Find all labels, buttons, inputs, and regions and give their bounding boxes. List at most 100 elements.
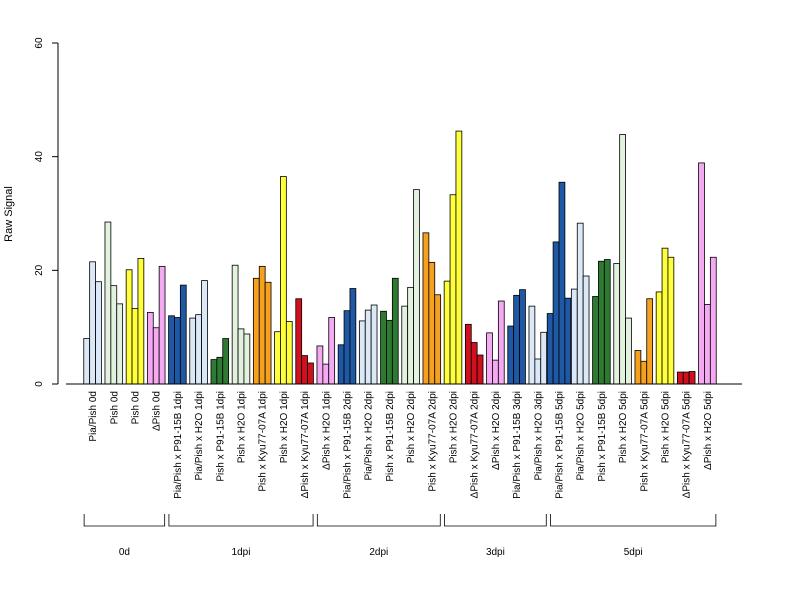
bar	[667, 256, 675, 385]
bar	[497, 300, 505, 385]
bar	[564, 297, 572, 385]
group-brackets: 0d 1dpi 2dpi 3dpi 5dpi	[83, 514, 717, 558]
bar	[698, 162, 705, 385]
bar	[125, 269, 133, 385]
bar	[434, 294, 442, 385]
bar	[280, 176, 287, 385]
y-tick-label: 0	[34, 381, 45, 387]
bars	[83, 130, 717, 385]
x-tick-label: Pish x Kyu77-07A 1dpi	[258, 391, 269, 492]
bar	[492, 359, 499, 385]
x-tick-label: Pish 0d	[109, 391, 120, 424]
bar	[285, 321, 293, 385]
x-tick-label: Pish x P91-15B 1dpi	[215, 391, 226, 482]
bar	[237, 328, 245, 385]
bar	[552, 241, 560, 385]
bar	[201, 280, 208, 385]
x-tick-label: Pia/Pish x H2O 5dpi	[576, 391, 587, 481]
bar	[301, 355, 308, 385]
bar	[216, 356, 224, 385]
bar	[570, 288, 578, 385]
bar	[152, 327, 160, 385]
bar	[386, 319, 393, 385]
bar	[358, 320, 366, 385]
x-tick-label: Pish x P91-15B 2dpi	[385, 391, 396, 482]
bar	[110, 285, 118, 385]
bar	[603, 259, 611, 385]
x-tick-label: ΔPish x H2O 2dpi	[491, 391, 502, 470]
x-tick-label: Pish x H2O 2dpi	[406, 391, 417, 463]
bar	[407, 286, 414, 385]
bar	[89, 261, 96, 385]
x-tick-label: Pish x H2O 5dpi	[661, 391, 672, 463]
x-tick-label: Pish x Kyu77-07A 2dpi	[427, 391, 438, 492]
bar	[179, 284, 187, 385]
bar	[116, 303, 124, 385]
bar	[146, 311, 154, 385]
x-tick-label: Pia/Pish x P91-15B 3dpi	[512, 391, 523, 499]
bar	[258, 265, 266, 385]
bar	[380, 310, 387, 385]
y-tick-label: 20	[34, 264, 45, 276]
group-label: 0d	[119, 547, 130, 558]
bar	[343, 310, 351, 385]
bar	[704, 304, 711, 385]
bar	[104, 221, 112, 385]
bar	[534, 358, 542, 385]
bar	[470, 342, 478, 385]
bar	[640, 360, 648, 385]
bar	[413, 189, 420, 385]
bar	[592, 296, 599, 385]
bar	[598, 260, 605, 385]
y-axis-label: Raw Signal	[3, 186, 15, 242]
bar	[137, 257, 145, 385]
y-tick-label: 60	[34, 37, 45, 49]
bar	[391, 277, 399, 385]
bar	[528, 305, 536, 385]
group-label: 5dpi	[624, 547, 643, 558]
bar	[364, 309, 372, 385]
bar	[613, 263, 621, 385]
bar	[507, 325, 515, 385]
x-tick-label: Pia/Pish x H2O 2dpi	[364, 391, 375, 481]
x-tick-label: Pia/Pish 0d	[88, 391, 99, 442]
bar	[476, 354, 484, 385]
bar	[486, 332, 493, 385]
bar	[513, 294, 520, 385]
group-bracket	[444, 514, 547, 527]
bar	[370, 304, 378, 385]
bar	[401, 305, 409, 385]
group-bracket	[316, 514, 441, 527]
bar	[295, 298, 303, 385]
x-tick-label: ΔPish x Kyu77-07A 2dpi	[470, 391, 481, 498]
y-axis: 0 20 40 60	[34, 37, 59, 387]
x-tick-label: Pish x H2O 2dpi	[449, 391, 460, 463]
bar	[264, 281, 272, 385]
bar	[443, 280, 451, 385]
x-tick-label: Pia/Pish x H2O 3dpi	[533, 391, 544, 481]
x-tick-label: Pia/Pish x P91-15B 5dpi	[555, 391, 566, 499]
x-tick-label: Pish x H2O 5dpi	[618, 391, 629, 463]
x-tick-label: Pish x Kyu77-07A 5dpi	[639, 391, 650, 492]
x-tick-label: Pish x H2O 1dpi	[237, 391, 248, 463]
bar	[546, 313, 554, 385]
bar	[316, 345, 324, 385]
bar	[158, 265, 166, 385]
bar	[558, 181, 566, 385]
x-tick-label: ΔPish x H2O 5dpi	[703, 391, 714, 470]
group-label: 1dpi	[232, 547, 251, 558]
group-label: 2dpi	[369, 547, 388, 558]
bar	[195, 314, 202, 385]
bar	[709, 256, 717, 385]
bar	[661, 247, 669, 385]
bar	[210, 359, 218, 385]
bar	[189, 317, 197, 385]
bar	[95, 281, 102, 385]
bar	[540, 331, 548, 385]
bar	[222, 338, 230, 385]
y-tick-label: 40	[34, 151, 45, 163]
x-tick-label: Pish x H2O 1dpi	[279, 391, 290, 463]
bar	[252, 277, 260, 385]
x-tick-label: ΔPish x Kyu77-07A 5dpi	[682, 391, 693, 498]
